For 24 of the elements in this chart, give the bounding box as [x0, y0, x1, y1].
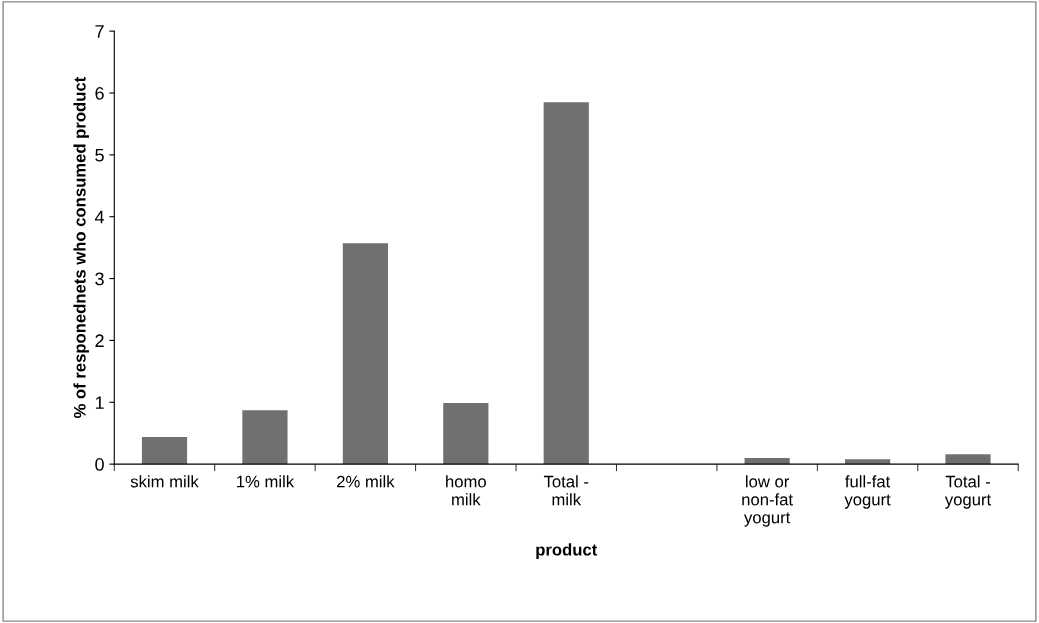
bar	[242, 410, 288, 465]
bar	[342, 243, 388, 465]
bar	[945, 454, 991, 465]
x-axis-title: product	[536, 543, 598, 559]
x-tick-label: skim milk	[130, 475, 199, 488]
y-tick-label: 1	[95, 396, 104, 409]
x-tick-label: homo milk	[446, 475, 486, 506]
bar	[443, 402, 489, 465]
y-axis-title: % of responednets who consumed product	[73, 76, 89, 419]
x-tick-label: Total - milk	[543, 475, 589, 506]
y-tick-label: 3	[95, 272, 104, 286]
x-tick-label: 1% milk	[237, 475, 295, 488]
x-tick-label: 2% milk	[337, 475, 395, 488]
y-tick-label: 2	[95, 334, 104, 347]
y-tick-label: 4	[94, 210, 105, 224]
bar	[141, 436, 188, 465]
y-tick-label: 6	[95, 86, 104, 100]
x-tick-label: low or non-fat yogurt	[742, 475, 793, 527]
x-tick-label: Total - yogurt	[944, 475, 992, 509]
y-tick-label: 5	[95, 148, 104, 162]
y-tick-label: 0	[95, 458, 104, 471]
x-tick-label: full-fat yogurt	[844, 475, 891, 509]
bar	[543, 102, 589, 465]
y-tick-label: 7	[95, 25, 104, 38]
